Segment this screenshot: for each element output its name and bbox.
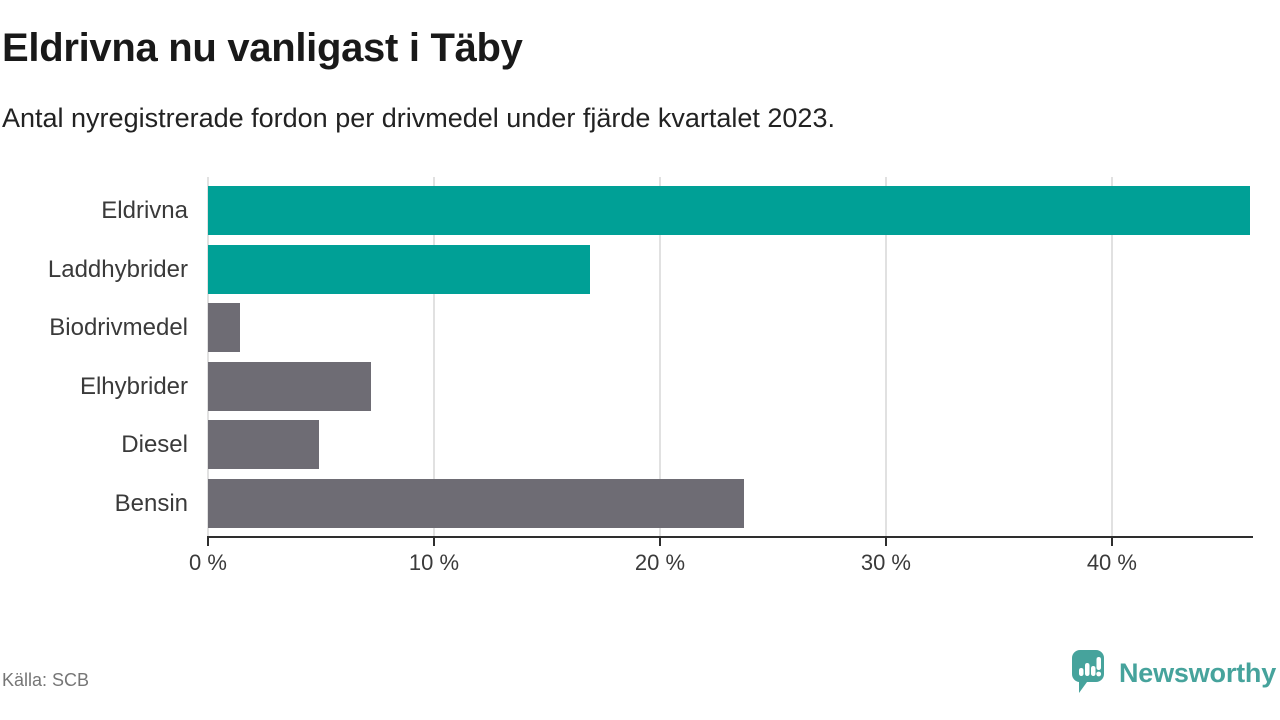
bar-eldrivna — [208, 186, 1250, 235]
tick-label-40: 40 % — [1086, 550, 1137, 575]
tick-mark-40 — [1110, 538, 1113, 546]
gridline-0 — [207, 177, 209, 536]
category-label-elhybrider: Elhybrider — [79, 372, 188, 400]
chart-title: Eldrivna nu vanligast i Täby — [2, 26, 523, 70]
source-text: Källa: SCB — [2, 670, 90, 690]
tick-label-20: 20 % — [634, 550, 686, 575]
bar-laddhybrider — [208, 244, 590, 294]
tick-label-10: 10 % — [408, 550, 460, 575]
brand-logo: Newsworthy — [1071, 649, 1276, 697]
category-label-diesel: Diesel — [121, 431, 188, 459]
tick-label-30: 30 % — [860, 550, 911, 575]
tick-mark-0 — [207, 538, 209, 546]
tick-label-0: 0 % — [189, 550, 227, 575]
chart-subtitle: Antal nyregistrerade fordon per drivmede… — [2, 103, 835, 133]
bar-bensin — [208, 479, 744, 528]
category-label-laddhybrider: Laddhybrider — [47, 255, 188, 283]
category-label-eldrivna: Eldrivna — [101, 197, 188, 224]
brand-name: Newsworthy — [1119, 658, 1277, 688]
gridline-30 — [884, 177, 887, 536]
category-label-bensin: Bensin — [114, 490, 188, 517]
gridline-10 — [432, 177, 435, 536]
x-axis-line — [207, 536, 1253, 538]
bar-elhybrider — [208, 361, 371, 411]
tick-mark-30 — [884, 538, 887, 546]
tick-mark-10 — [432, 538, 435, 546]
tick-mark-20 — [658, 538, 661, 546]
newsworthy-logo-icon — [1071, 650, 1104, 693]
bar-chart: Eldrivna Laddhybrider Biodrivmedel Elhybrid… — [47, 177, 1253, 575]
gridline-40 — [1110, 177, 1113, 536]
bar-diesel — [208, 420, 319, 470]
gridline-20 — [658, 177, 661, 536]
bar-biodrivmedel — [208, 303, 240, 353]
category-label-biodrivmedel: Biodrivmedel — [49, 314, 188, 342]
